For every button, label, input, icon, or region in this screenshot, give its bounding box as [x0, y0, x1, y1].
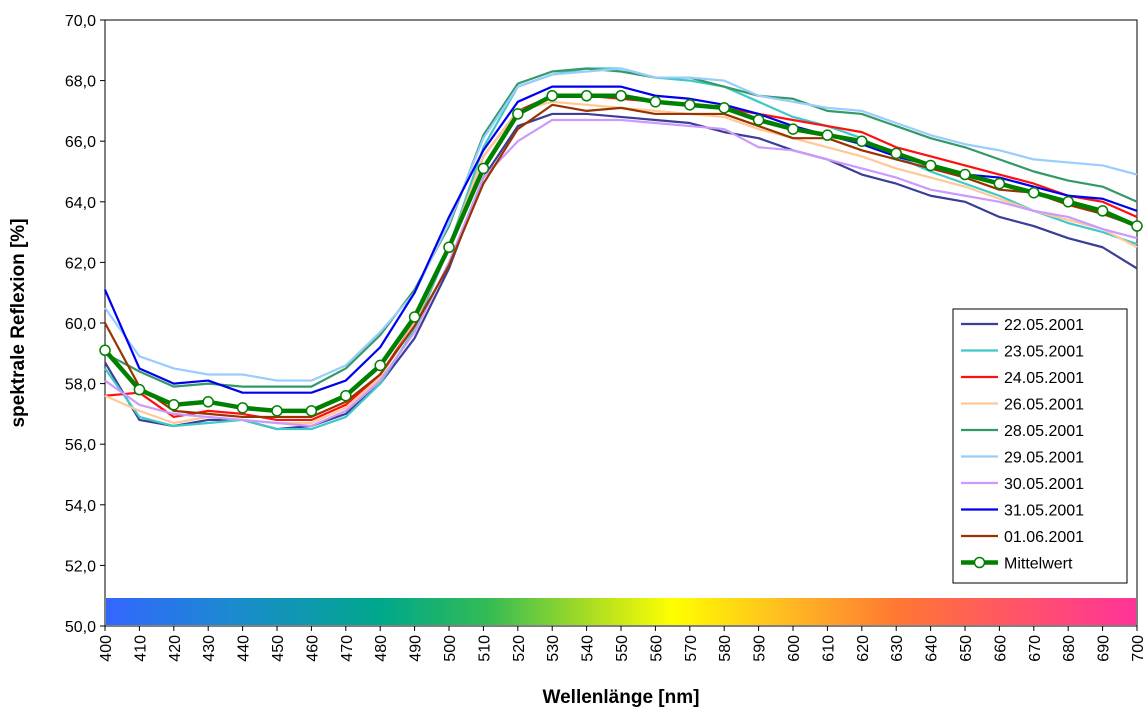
legend-label-3: 26.05.2001 [1004, 397, 1084, 414]
x-tick-label: 620 [855, 635, 872, 662]
legend-label-6: 30.05.2001 [1004, 476, 1084, 493]
x-tick-label: 640 [924, 635, 941, 662]
y-tick-label: 60,0 [65, 316, 96, 333]
mean-point [133, 383, 146, 396]
legend-label-9: Mittelwert [1004, 556, 1073, 573]
legend-marker [973, 556, 986, 569]
mean-point [546, 90, 558, 102]
series-layer [99, 67, 1143, 431]
y-tick-label: 64,0 [65, 195, 96, 212]
x-tick-label: 480 [373, 635, 390, 662]
x-tick-label: 680 [1061, 635, 1078, 662]
legend-label-7: 31.05.2001 [1004, 503, 1084, 520]
mean-point [477, 162, 490, 175]
x-tick-label: 450 [270, 635, 287, 662]
mean-point [340, 389, 352, 402]
series-line-6 [104, 118, 1138, 428]
mean-point [718, 102, 730, 114]
mean-point [443, 241, 455, 253]
x-tick-label: 470 [339, 635, 356, 662]
legend-label-8: 01.06.2001 [1004, 529, 1084, 546]
mean-point [856, 135, 868, 147]
mean-point [580, 90, 593, 102]
x-tick-label: 650 [958, 635, 975, 662]
y-tick-label: 50,0 [65, 619, 96, 636]
x-tick-label: 420 [167, 635, 184, 662]
mean-point [684, 99, 696, 111]
mean-point [305, 405, 318, 417]
mean-point [959, 168, 971, 181]
mean-point [752, 114, 765, 126]
y-tick-label: 68,0 [65, 74, 96, 91]
x-tick-label: 570 [683, 635, 700, 662]
x-tick-label: 580 [717, 635, 734, 662]
x-tick-label: 490 [408, 635, 425, 662]
y-tick-label: 58,0 [65, 377, 96, 394]
x-tick-label: 410 [132, 635, 149, 662]
x-tick-label: 690 [1096, 635, 1113, 662]
x-tick-label: 530 [545, 635, 562, 662]
y-axis: 50,0 52,0 54,0 56,0 58,0 60,0 62,0 64,0 66,0 68,0… [65, 13, 105, 636]
mean-point [1028, 186, 1040, 199]
legend-label-1: 23.05.2001 [1004, 344, 1084, 361]
mean-point [374, 359, 386, 372]
legend-label-2: 24.05.2001 [1004, 370, 1084, 387]
mean-point [821, 129, 834, 141]
spectrum-bar [106, 598, 1136, 625]
x-tick-label: 520 [511, 635, 528, 662]
x-tick-label: 550 [614, 635, 631, 662]
x-tick-label: 630 [889, 635, 906, 662]
mean-point [924, 159, 937, 172]
x-tick-label: 500 [442, 635, 459, 662]
y-tick-label: 54,0 [65, 498, 96, 515]
x-tick-label: 670 [1027, 635, 1044, 662]
legend-label-4: 28.05.2001 [1004, 423, 1084, 440]
x-tick-label: 590 [752, 635, 769, 662]
legend-box [952, 308, 1128, 584]
series-line-4 [104, 67, 1138, 388]
x-tick-label: 430 [201, 635, 218, 662]
legend-label-5: 29.05.2001 [1004, 450, 1084, 467]
x-tick-label: 560 [648, 635, 665, 662]
mean-point [787, 123, 799, 135]
x-tick-label: 610 [820, 635, 837, 662]
mean-point [408, 311, 421, 323]
x-tick-label: 510 [476, 635, 493, 662]
x-tick-label: 700 [1130, 635, 1145, 662]
x-axis-title: Wellenlänge [nm] [543, 687, 700, 708]
y-axis-title: spektrale Reflexion [%] [8, 218, 29, 427]
mean-point [168, 399, 180, 411]
mean-point [271, 405, 283, 417]
mean-point [236, 402, 249, 414]
legend-label-0: 22.05.2001 [1004, 317, 1084, 334]
mean-point [99, 344, 111, 357]
mean-point [202, 396, 214, 408]
legend: 22.05.2001 23.05.2001 24.05.2001 26.05.2001… [952, 308, 1128, 584]
mean-point [1131, 220, 1143, 232]
mean-point [512, 108, 524, 120]
x-tick-label: 660 [992, 635, 1009, 662]
x-tick-label: 460 [304, 635, 321, 662]
x-axis: 400 410 420 430 440 450 460 470 480 490 500 510 520 5… [98, 626, 1145, 662]
y-tick-label: 70,0 [65, 13, 96, 30]
mean-point [615, 90, 627, 102]
mean-point [890, 147, 902, 160]
series-line-5 [104, 67, 1138, 382]
y-tick-label: 56,0 [65, 437, 96, 454]
x-tick-label: 440 [236, 635, 253, 662]
x-tick-label: 400 [98, 635, 115, 662]
mean-point [1096, 205, 1109, 217]
mean-point [649, 96, 662, 108]
y-tick-label: 62,0 [65, 255, 96, 272]
x-tick-label: 600 [786, 635, 803, 662]
mean-point [1062, 196, 1074, 208]
y-tick-label: 52,0 [65, 558, 96, 575]
mean-point [993, 177, 1006, 190]
y-tick-label: 66,0 [65, 134, 96, 151]
x-tick-label: 540 [580, 635, 597, 662]
